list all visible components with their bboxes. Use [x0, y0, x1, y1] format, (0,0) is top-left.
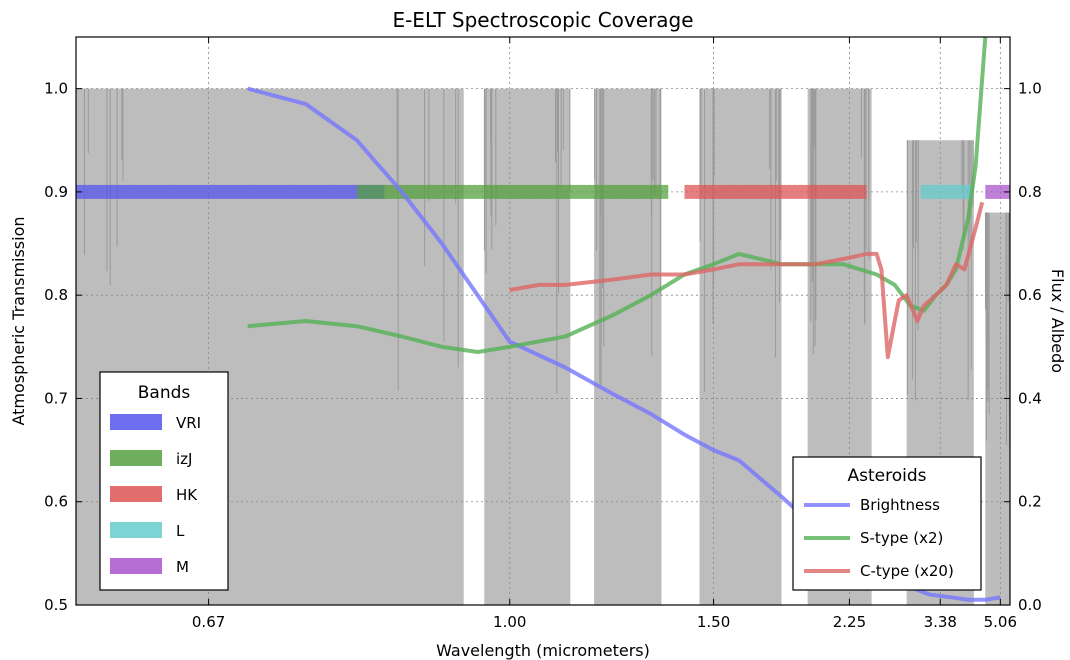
- band-bar-l: [920, 184, 973, 199]
- y-tick-left-label: 0.7: [44, 389, 68, 407]
- bands-legend-label-vri: VRI: [176, 414, 201, 432]
- band-bar-izj: [356, 184, 669, 199]
- chart-title: E-ELT Spectroscopic Coverage: [392, 8, 693, 32]
- y-tick-right-label: 0.6: [1018, 286, 1042, 304]
- asteroids-legend-title: Asteroids: [848, 466, 927, 486]
- x-tick-label: 5.06: [984, 613, 1017, 631]
- y-tick-right-label: 0.4: [1018, 389, 1042, 407]
- x-tick-label: 1.00: [493, 613, 526, 631]
- x-tick-label: 1.50: [697, 613, 730, 631]
- y-axis-right-label: Flux / Albedo: [1048, 269, 1067, 373]
- x-tick-label: 2.25: [833, 613, 866, 631]
- bands-legend-swatch-m: [110, 558, 162, 574]
- bands-legend-label-izj: izJ: [176, 450, 192, 468]
- bands-legend-title: Bands: [138, 383, 191, 403]
- asteroids-legend-label-s-type-x2: S-type (x2): [860, 529, 943, 547]
- asteroids-legend-label-c-type-x20: C-type (x20): [860, 562, 954, 580]
- bands-legend-swatch-hk: [110, 486, 162, 502]
- asteroid-series: [247, 37, 1001, 602]
- y-axis-left: 0.5 0.6 0.7 0.8 0.9 1.0: [44, 80, 82, 614]
- y-axis-left-label: Atmospheric Transmission: [9, 216, 28, 425]
- plot-frame: [75, 36, 1011, 606]
- y-tick-left-label: 0.9: [44, 183, 68, 201]
- y-tick-left-label: 0.6: [44, 493, 68, 511]
- y-tick-left-label: 0.5: [44, 596, 68, 614]
- y-axis-right: 0.0 0.2 0.4 0.6 0.8 1.0: [1004, 80, 1042, 614]
- band-bar-m: [985, 184, 1010, 199]
- bands-legend-label-m: M: [176, 558, 189, 576]
- x-axis-label: Wavelength (micrometers): [436, 641, 650, 660]
- band-bars: [76, 184, 1010, 199]
- y-tick-right-label: 0.0: [1018, 596, 1042, 614]
- band-bar-hk: [684, 184, 867, 199]
- bands-legend-label-l: L: [176, 522, 185, 540]
- bands-legend-label-hk: HK: [176, 486, 198, 504]
- bands-legend-swatch-vri: [110, 414, 162, 430]
- asteroids-legend-label-brightness: Brightness: [860, 496, 940, 514]
- bands-legend-swatch-l: [110, 522, 162, 538]
- band-bar-vri: [76, 184, 385, 199]
- asteroids-legend-box: [792, 456, 982, 591]
- x-axis: 0.67 1.00 1.50 2.25 3.38 5.06: [192, 37, 1017, 631]
- asteroids-legend: Asteroids Brightness S-type (x2) C-type (x…: [792, 456, 982, 591]
- transmission-window-2: [594, 88, 662, 605]
- y-tick-left-label: 0.8: [44, 286, 68, 304]
- y-tick-right-label: 1.0: [1018, 80, 1042, 98]
- x-tick-label: 3.38: [924, 613, 957, 631]
- y-tick-right-label: 0.8: [1018, 183, 1042, 201]
- transmission-window-3: [699, 88, 782, 605]
- bands-legend-box: [99, 371, 229, 591]
- bands-legend: Bands VRI izJ HK LM: [99, 371, 229, 591]
- series-brightness: [247, 86, 1001, 602]
- y-tick-left-label: 1.0: [44, 80, 68, 98]
- series-c-type-x20: [509, 201, 985, 360]
- y-tick-right-label: 0.2: [1018, 493, 1042, 511]
- bands-legend-swatch-izj: [110, 450, 162, 466]
- x-tick-label: 0.67: [192, 613, 225, 631]
